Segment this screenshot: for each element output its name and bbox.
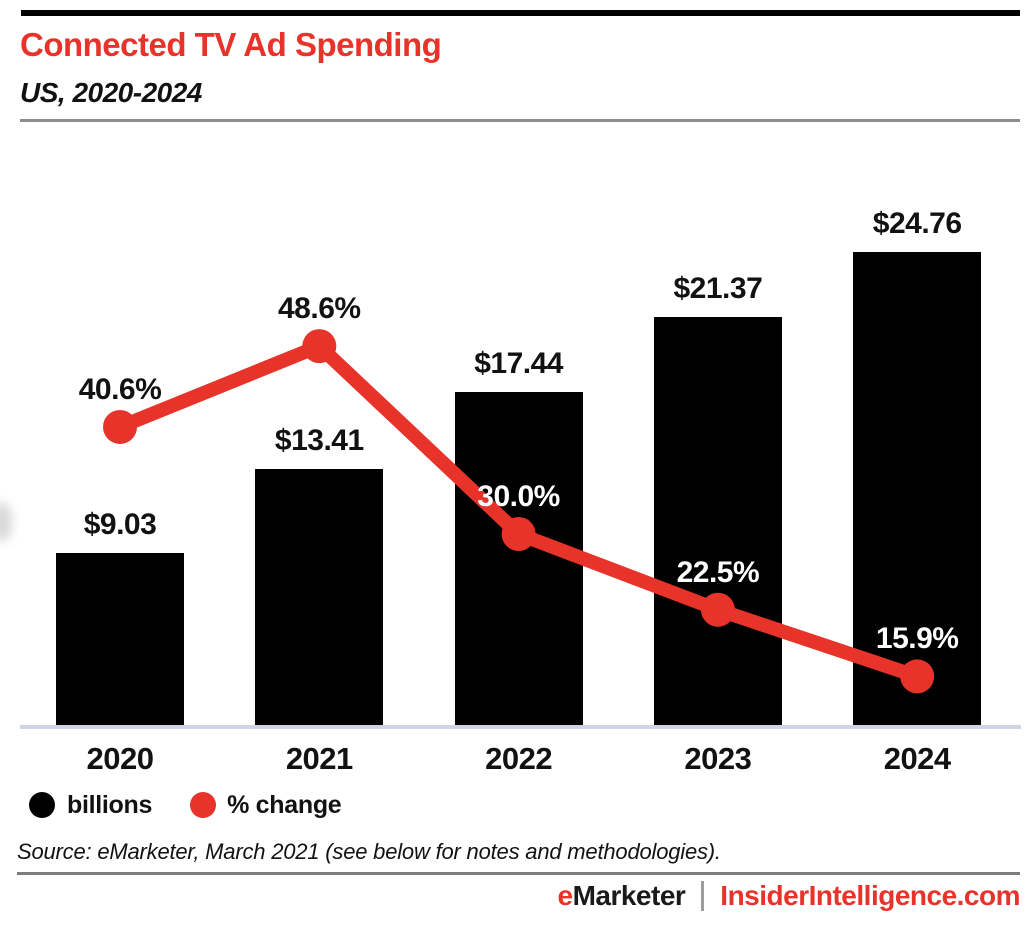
percent-change-legend-label: % change [227,790,342,819]
bar-2020 [56,552,184,725]
emarketer-logo: eMarketer [557,880,685,912]
percent-change-label-2023: 22.5% [676,555,760,589]
percent-change-legend-dot-icon [190,792,217,818]
percent-change-dot-2020 [103,409,137,444]
bar-2023 [653,316,782,725]
percent-change-dot-2021 [302,329,337,364]
bar-2021 [255,468,384,725]
bar-value-label-2022: $17.44 [474,346,563,380]
footer-divider [17,872,1020,875]
top-accent-bar [21,10,1020,16]
percent-change-label-2024: 15.9% [875,622,959,656]
chart-subtitle: US, 2020-2024 [20,77,202,108]
source-note: Source: eMarketer, March 2021 (see below… [17,839,721,864]
header-divider [20,119,1020,122]
footer-separator-bar [701,881,705,911]
x-axis-label-2024: 2024 [883,741,951,776]
chart-title: Connected TV Ad Spending [20,26,442,63]
x-axis-label-2020: 2020 [86,741,154,776]
percent-change-label-2022: 30.0% [477,480,560,513]
billions-legend-dot-icon [29,792,55,818]
bar-2022 [454,391,583,725]
x-axis-label-2022: 2022 [485,741,553,776]
x-axis-baseline [20,725,1021,729]
bar-value-label-2024: $24.76 [872,207,962,241]
bar-value-label-2023: $21.37 [673,271,763,305]
bar-value-label-2020: $9.03 [83,507,157,541]
legend: billions % change [29,790,342,820]
emarketer-logo-e: e [557,880,573,911]
billions-legend-label: billions [67,790,153,819]
percent-change-label-2020: 40.6% [78,372,162,406]
emarketer-logo-rest: Marketer [572,880,686,911]
x-axis-label-2021: 2021 [285,741,353,776]
x-axis-label-2023: 2023 [684,741,752,776]
bar-value-label-2021: $13.41 [274,423,364,457]
insider-intelligence-link[interactable]: InsiderIntelligence.com [720,880,1020,911]
percent-change-label-2021: 48.6% [278,292,361,326]
footer-brand-row: eMarketer InsiderIntelligence.com [557,879,1020,913]
carousel-arrow-remnant [0,502,12,542]
combo-chart: $9.03 40.6% 2020 $13.41 48.6% 2021 $17.44 30.0%… [0,130,1028,780]
